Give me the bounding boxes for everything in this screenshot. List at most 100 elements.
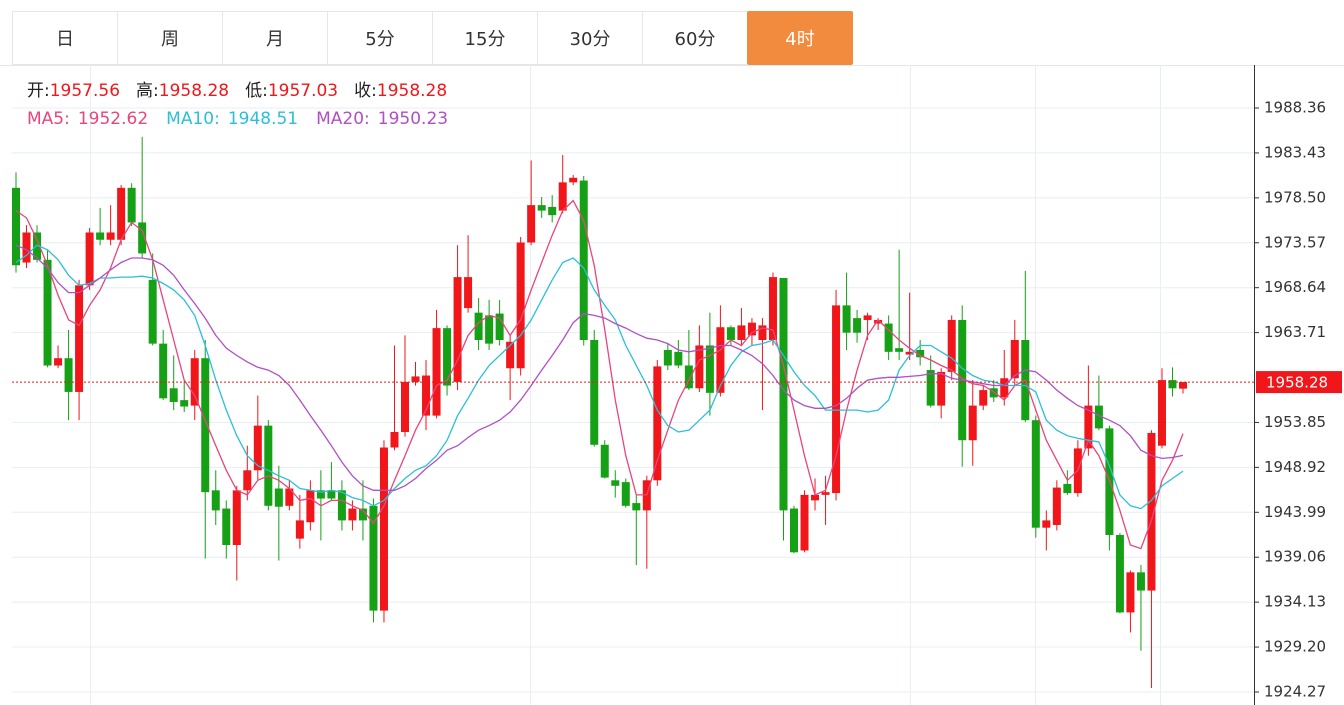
candle-body [117,187,126,240]
candle-body [243,470,252,491]
candle-body [232,490,241,545]
candle-body [443,328,452,386]
candle-body [832,305,841,494]
candle-body [1179,382,1187,389]
candle-body [989,388,998,398]
y-tick-label: 1929.20 [1264,638,1326,656]
candle-body [1063,483,1072,494]
y-tick-label: 1963.71 [1264,323,1326,341]
candle-body [1010,339,1019,379]
period-tab[interactable]: 60分 [642,11,747,65]
candle-body [495,313,504,340]
candle-body [1031,420,1040,528]
candle-body [1126,572,1135,613]
candle-body [600,444,609,478]
candle-body [874,319,883,324]
y-tick-label: 1968.64 [1264,278,1326,296]
ma-legend: MA5: 1952.62 MA10: 1948.51 MA20: 1950.23 [27,109,448,129]
candle-body [768,277,777,340]
ohlc-value: 1957.56 [50,81,120,101]
candle-body [432,328,441,416]
last-price-box [1256,371,1342,394]
ohlc-label: 收: [354,81,377,101]
candle-body [863,315,872,320]
candle-body [842,305,851,333]
candle-body [369,505,378,611]
candle-body [1052,487,1061,525]
candle-body [54,358,63,366]
candle-body [190,358,199,406]
period-tab[interactable]: 4时 [747,11,853,65]
candle-body [222,508,231,545]
period-tab[interactable]: 5分 [327,11,432,65]
candle-body [1136,572,1145,591]
period-tab[interactable]: 15分 [432,11,537,65]
candle-body [1094,405,1103,429]
candle-body [474,312,483,340]
period-tab[interactable]: 日 [12,11,117,65]
ma-legend-value: 1950.23 [378,109,448,129]
candle-body [968,405,977,441]
candle-body [621,482,630,506]
candle-body [211,490,220,511]
candle-body [516,242,525,369]
period-tab[interactable]: 月 [222,11,327,65]
candle-body [1000,378,1009,398]
period-tabs: 日周月 5分 15分 30分 60分 4时 [12,11,853,65]
candle-body [569,177,578,183]
candle-body [390,432,399,448]
ohlc-label: 高: [136,81,159,101]
y-tick-label: 1939.06 [1264,548,1326,566]
ohlc-value: 1957.03 [268,81,338,101]
candle-body [947,319,956,372]
period-tab[interactable]: 周 [117,11,222,65]
candle-body [285,488,294,506]
period-tab[interactable]: 30分 [537,11,642,65]
candle-body [327,490,336,499]
candle-body [905,351,914,355]
candle-body [716,327,725,393]
candle-body [747,322,756,336]
candle-body [12,187,20,266]
candle-body [663,350,672,366]
candle-body [106,232,115,240]
candle-body [1084,405,1093,449]
candle-body [22,232,31,263]
candle-body [159,343,168,399]
candle-body [726,327,735,340]
candle-body [758,325,767,340]
candle-body [800,494,809,551]
candle-body [737,325,746,340]
candle-body [337,490,346,521]
candle-body [653,366,662,481]
ma-legend-name: MA10: [166,109,220,129]
candle-body [253,425,262,471]
candle-body [590,339,599,445]
ma-line [15,244,1184,491]
candle-body [401,381,409,433]
candle-body [264,425,273,506]
candle-body [579,180,588,340]
candle-body [1147,432,1156,591]
candle-body [853,318,862,333]
candle-body [1115,534,1124,613]
ma-legend-name: MA20: [316,109,370,129]
candle-body [180,400,189,407]
ohlc-label: 开: [27,81,50,101]
y-tick-label: 1973.57 [1264,233,1326,251]
candle-body [926,370,935,406]
candle-body [148,279,157,344]
y-tick-label: 1953.85 [1264,413,1326,431]
candle-body [306,490,315,523]
ohlc-legend: 开:1957.56 高:1958.28 低:1957.03 收:1958.28 [27,81,447,101]
candle-body [379,447,388,611]
candle-body [705,345,714,393]
candle-body [464,277,473,309]
candle-body [821,492,830,495]
candle-body [358,508,367,521]
candle-body [779,278,788,511]
candle-body [674,351,683,366]
candle-body [611,480,620,486]
